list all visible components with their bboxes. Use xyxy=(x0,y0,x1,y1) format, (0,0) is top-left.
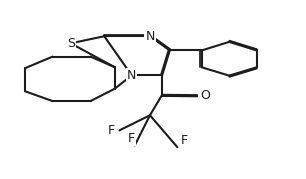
Text: N: N xyxy=(127,69,136,82)
Text: O: O xyxy=(200,89,210,102)
Text: S: S xyxy=(67,37,75,50)
Text: F: F xyxy=(181,134,188,147)
Text: F: F xyxy=(128,132,135,146)
Text: F: F xyxy=(108,124,115,137)
Text: N: N xyxy=(145,30,155,43)
